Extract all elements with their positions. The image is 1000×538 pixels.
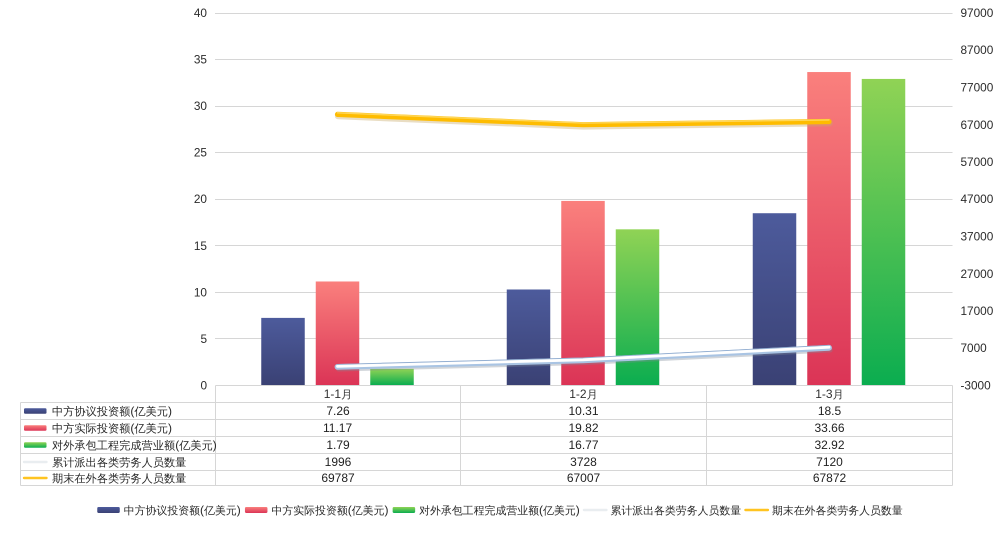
svg-text:1-1: 1-1: [324, 387, 342, 401]
svg-text:5: 5: [200, 332, 207, 346]
svg-text:10: 10: [194, 285, 208, 299]
svg-text:87000: 87000: [961, 43, 994, 57]
svg-text:40: 40: [194, 6, 208, 20]
svg-text:1-2: 1-2: [569, 387, 587, 401]
svg-text:3728: 3728: [570, 455, 597, 469]
svg-text:7.26: 7.26: [326, 404, 350, 418]
svg-text:(: (: [130, 404, 134, 418]
svg-text:): ): [168, 421, 172, 435]
svg-text:32.92: 32.92: [814, 438, 844, 452]
svg-text:97000: 97000: [961, 6, 994, 20]
svg-text:19.82: 19.82: [568, 421, 598, 435]
svg-text:7120: 7120: [816, 455, 843, 469]
svg-text:(: (: [200, 503, 204, 517]
svg-text:67007: 67007: [567, 471, 601, 485]
svg-text:1-3: 1-3: [815, 387, 833, 401]
svg-text:15: 15: [194, 239, 208, 253]
svg-text:): ): [237, 503, 241, 517]
svg-text:77000: 77000: [961, 81, 994, 95]
svg-text:37000: 37000: [961, 230, 994, 244]
svg-text:(: (: [175, 438, 179, 452]
svg-text:27000: 27000: [961, 267, 994, 281]
svg-text:10.31: 10.31: [568, 404, 598, 418]
svg-text:): ): [384, 503, 388, 517]
svg-text:33.66: 33.66: [814, 421, 844, 435]
svg-text:1.79: 1.79: [326, 438, 350, 452]
svg-text:11.17: 11.17: [323, 421, 352, 435]
svg-text:): ): [168, 404, 172, 418]
svg-text:69787: 69787: [321, 471, 355, 485]
svg-text:57000: 57000: [961, 155, 994, 169]
svg-text:67000: 67000: [961, 118, 994, 132]
svg-text:-3000: -3000: [961, 379, 992, 393]
svg-text:7000: 7000: [961, 341, 988, 355]
svg-text:47000: 47000: [961, 192, 994, 206]
svg-text:0: 0: [200, 379, 207, 393]
svg-text:25: 25: [194, 146, 208, 160]
svg-text:(: (: [539, 503, 543, 517]
svg-text:): ): [576, 503, 580, 517]
svg-text:20: 20: [194, 192, 208, 206]
svg-text:17000: 17000: [961, 304, 994, 318]
svg-text:67872: 67872: [813, 471, 847, 485]
svg-text:18.5: 18.5: [818, 404, 842, 418]
svg-text:1996: 1996: [325, 455, 352, 469]
svg-text:35: 35: [194, 53, 208, 67]
svg-text:16.77: 16.77: [568, 438, 598, 452]
svg-text:30: 30: [194, 99, 208, 113]
svg-text:(: (: [130, 421, 134, 435]
svg-text:(: (: [348, 503, 352, 517]
svg-text:): ): [213, 438, 217, 452]
